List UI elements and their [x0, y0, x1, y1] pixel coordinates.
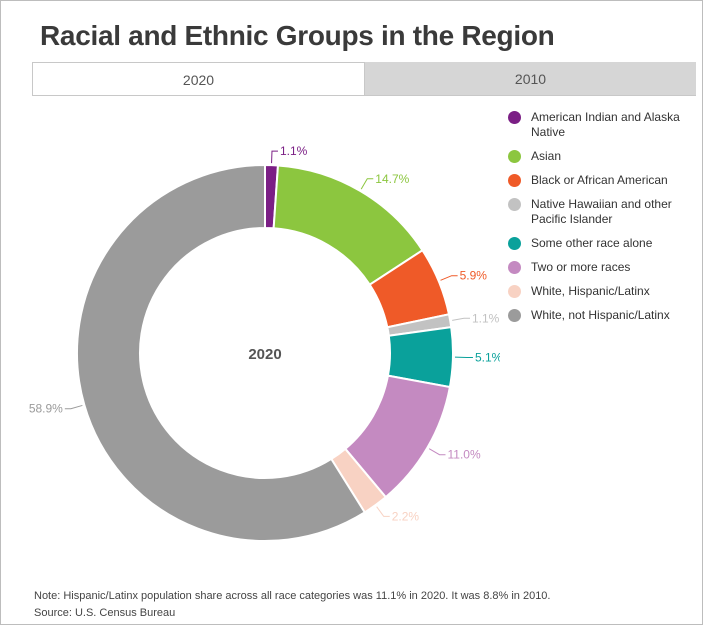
tab-2010[interactable]: 2010 [365, 62, 696, 96]
donut-slice [76, 163, 367, 542]
legend-item: Asian [508, 149, 698, 164]
legend: American Indian and Alaska Native Asian … [508, 110, 698, 332]
legend-label: Some other race alone [531, 236, 653, 250]
footnote: Note: Hispanic/Latinx population share a… [34, 590, 551, 602]
legend-swatch [508, 150, 521, 163]
center-label: 2020 [248, 346, 281, 363]
legend-swatch [508, 198, 521, 211]
leader-line [428, 448, 446, 456]
data-label: 1.1% [280, 144, 308, 158]
data-label: 5.9% [460, 269, 488, 283]
data-label: 14.7% [375, 172, 409, 186]
legend-item: American Indian and Alaska Native [508, 110, 698, 140]
legend-item: Black or African American [508, 173, 698, 188]
legend-swatch [508, 237, 521, 250]
data-label: 11.0% [448, 448, 481, 462]
legend-swatch [508, 111, 521, 124]
legend-item: Native Hawaiian and other Pacific Island… [508, 197, 698, 227]
legend-label: White, Hispanic/Latinx [531, 284, 650, 298]
leader-line [376, 506, 390, 517]
year-tabs: 2020 2010 [32, 62, 696, 96]
legend-label: White, not Hispanic/Latinx [531, 308, 670, 322]
leader-line [440, 275, 458, 281]
tab-underline [32, 95, 696, 96]
legend-label: Native Hawaiian and other Pacific Island… [531, 197, 672, 226]
legend-item: White, not Hispanic/Latinx [508, 308, 698, 323]
leader-line [452, 317, 470, 321]
legend-item: Two or more races [508, 260, 698, 275]
leader-line [271, 150, 278, 164]
legend-label: Asian [531, 149, 562, 163]
legend-swatch [508, 261, 521, 274]
data-label: 58.9% [29, 402, 63, 416]
legend-item: Some other race alone [508, 236, 698, 251]
leader-line [64, 404, 83, 410]
tab-2020[interactable]: 2020 [32, 62, 365, 96]
legend-label: American Indian and Alaska Native [531, 110, 680, 139]
legend-swatch [508, 174, 521, 187]
legend-swatch [508, 285, 521, 298]
legend-label: Black or African American [531, 173, 668, 187]
chart-title: Racial and Ethnic Groups in the Region [40, 20, 555, 51]
leader-line [360, 178, 374, 190]
source-note: Source: U.S. Census Bureau [34, 607, 176, 619]
data-label: 2.2% [392, 509, 420, 523]
legend-label: Two or more races [531, 260, 631, 274]
data-label: 1.1% [472, 311, 500, 325]
data-label: 5.1% [475, 350, 500, 364]
donut-chart: 1.1% 14.7% 5.9% 1.1% 5.1% 11.0% 2.2% 58.9% 2020 [29, 144, 500, 542]
legend-swatch [508, 309, 521, 322]
legend-item: White, Hispanic/Latinx [508, 284, 698, 299]
